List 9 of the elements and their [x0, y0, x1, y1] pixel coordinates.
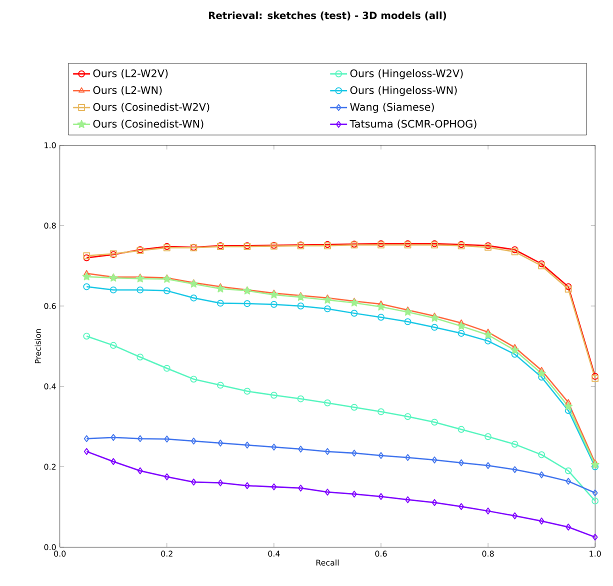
chart-title: Retrieval: sketches (test) - 3D models (all): [208, 12, 446, 20]
legend-label: Ours (Hingeloss-W2V): [350, 69, 463, 80]
legend-label: Tatsuma (SCMR-OPHOG): [350, 120, 476, 129]
legend-label: Ours (L2-WN): [93, 86, 162, 96]
legend-label: Ours (L2-W2V): [93, 69, 168, 78]
legend-label: Ours (Cosinedist-WN): [93, 120, 204, 129]
legend-label: Ours (Hingeloss-WN): [350, 86, 457, 96]
legend-label: Ours (Cosinedist-W2V): [93, 102, 210, 112]
legend-label: Wang (Siamese): [350, 102, 434, 113]
